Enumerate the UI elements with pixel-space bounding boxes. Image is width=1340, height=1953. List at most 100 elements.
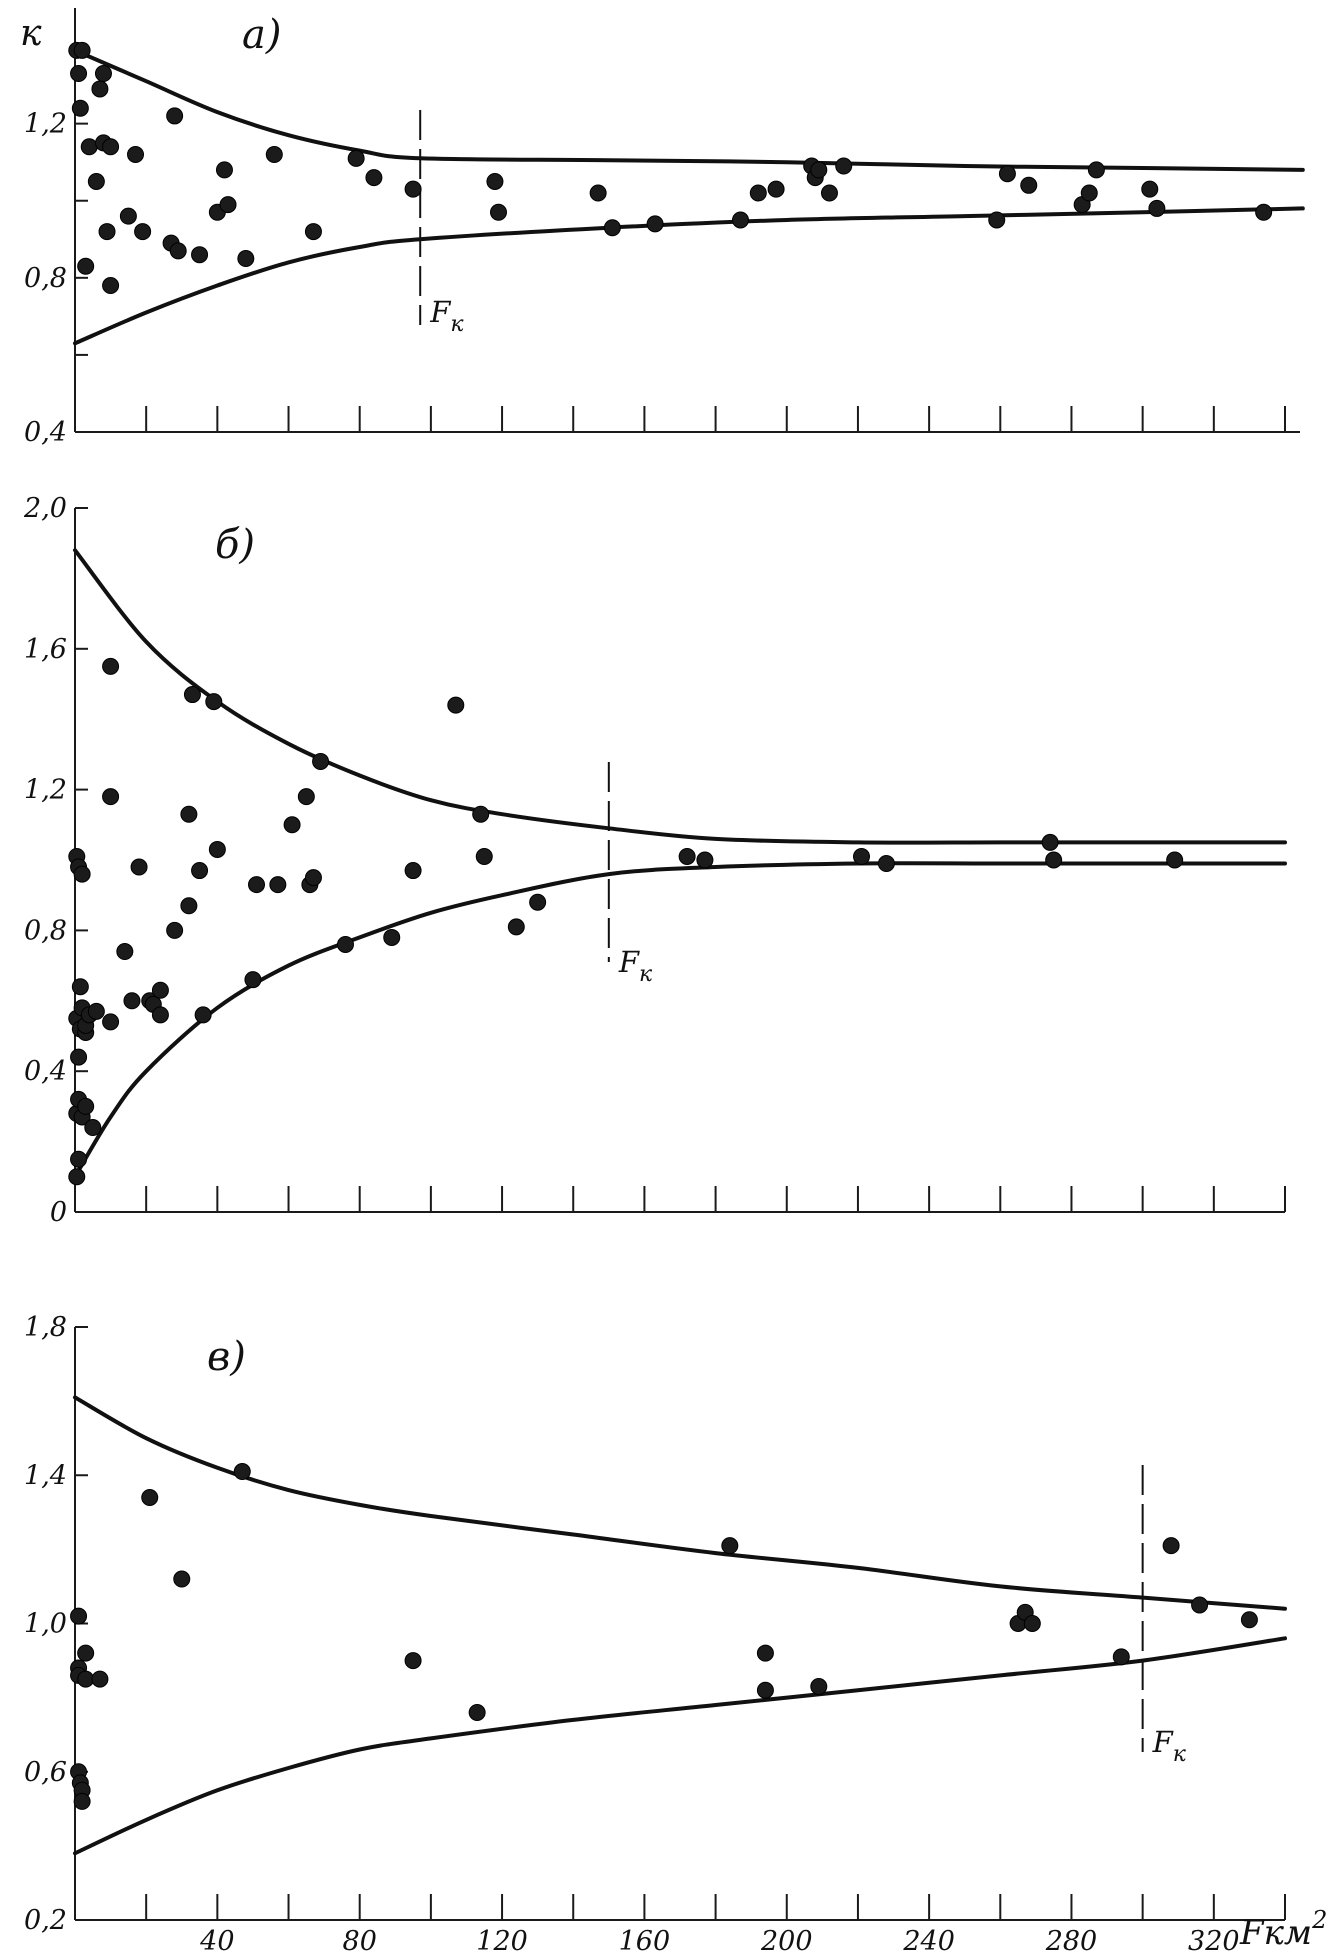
data-point	[646, 215, 664, 233]
data-point	[529, 893, 547, 911]
data-point	[810, 1678, 828, 1696]
fk-label: Fк	[618, 945, 653, 987]
data-point	[365, 169, 383, 187]
data-point	[810, 161, 828, 179]
data-point	[475, 847, 493, 865]
data-point	[169, 242, 187, 260]
data-point	[173, 1570, 191, 1588]
panel-a: 0,4 0,8 1,2 Fк а)	[24, 8, 1305, 448]
panel-label: б)	[215, 522, 255, 568]
data-point	[998, 165, 1016, 183]
data-point	[215, 161, 233, 179]
x-tick-label: 280	[1045, 1926, 1098, 1953]
y-tick-label: 1,6	[24, 634, 67, 665]
data-point	[70, 1607, 88, 1625]
data-point	[77, 1644, 95, 1662]
panel-label: в)	[207, 1334, 246, 1380]
x-axis-label-text: Fкм	[1239, 1913, 1312, 1953]
data-point	[166, 107, 184, 125]
data-point	[1162, 1537, 1180, 1555]
data-point	[116, 943, 134, 961]
y-tick-label: 1,8	[24, 1312, 67, 1343]
data-point	[1112, 1648, 1130, 1666]
fk-label-subscript: к	[1173, 1742, 1187, 1767]
data-point	[87, 172, 105, 190]
data-point	[404, 1652, 422, 1670]
data-point	[77, 1097, 95, 1115]
x-tick-label: 120	[476, 1926, 528, 1953]
y-axis-label: к	[20, 13, 42, 54]
data-point	[127, 145, 144, 163]
data-point	[77, 1670, 95, 1688]
data-point	[71, 978, 89, 996]
data-point	[486, 172, 504, 190]
data-point	[732, 211, 749, 229]
data-point	[820, 184, 838, 202]
data-point	[721, 1537, 739, 1555]
fk-label-main: F	[618, 945, 640, 979]
data-point	[1141, 180, 1159, 198]
data-point	[877, 855, 895, 873]
data-point	[180, 805, 198, 823]
data-point	[91, 1670, 109, 1688]
data-point	[194, 1006, 212, 1024]
lower-envelope-curve	[73, 861, 1287, 1179]
x-axis-label: Fкм2	[1239, 1906, 1327, 1953]
data-point	[134, 223, 152, 241]
data-point	[233, 1463, 251, 1481]
data-point	[269, 876, 287, 894]
lower-envelope-curve	[73, 206, 1305, 346]
data-point	[988, 211, 1006, 229]
data-point	[767, 180, 785, 198]
fk-label-subscript: к	[450, 312, 464, 337]
data-point	[283, 816, 301, 834]
data-point	[756, 1681, 774, 1699]
data-point	[237, 250, 255, 268]
data-point	[1023, 1615, 1041, 1632]
data-point	[205, 693, 223, 711]
data-point	[68, 1168, 86, 1186]
data-point	[447, 696, 465, 714]
data-point	[490, 203, 507, 221]
data-point	[141, 1488, 159, 1506]
upper-envelope-curve	[73, 1395, 1287, 1611]
data-point	[404, 862, 422, 880]
data-point	[472, 805, 490, 823]
data-point	[130, 858, 148, 876]
data-point	[347, 149, 365, 167]
data-point	[71, 99, 89, 117]
fk-label-main: F	[429, 295, 451, 329]
data-point	[678, 847, 696, 865]
data-point	[312, 752, 330, 770]
data-point	[166, 921, 184, 939]
upper-envelope-curve	[73, 48, 1305, 172]
panel-label: а)	[242, 12, 281, 58]
y-tick-label: 1,0	[24, 1609, 67, 1640]
lower-envelope-curve	[73, 1636, 1287, 1856]
y-tick-label: 1,2	[24, 775, 67, 806]
data-point	[507, 918, 525, 936]
fk-label: Fк	[1152, 1725, 1187, 1767]
data-point	[87, 1002, 105, 1020]
data-point	[183, 686, 201, 704]
data-point	[94, 65, 112, 83]
data-point	[98, 223, 116, 241]
data-point	[1087, 161, 1105, 179]
data-point	[1240, 1611, 1258, 1629]
data-point	[208, 840, 226, 858]
x-tick-label: 200	[760, 1926, 813, 1953]
data-point	[191, 862, 209, 880]
data-point	[73, 1792, 91, 1810]
data-point	[589, 184, 607, 202]
data-point	[265, 145, 283, 163]
data-point	[383, 928, 401, 946]
fk-label-main: F	[1152, 1725, 1174, 1759]
data-point	[151, 1006, 169, 1024]
data-point	[1191, 1596, 1209, 1614]
data-point	[468, 1703, 486, 1721]
data-point	[853, 847, 870, 865]
panel-v: 0,2 0,6 1,0 1,4 1,8 40 80 120 160 200 240 280 320 Fк в…	[24, 1312, 1287, 1953]
x-tick-label: 160	[619, 1926, 671, 1953]
data-point	[404, 180, 422, 198]
